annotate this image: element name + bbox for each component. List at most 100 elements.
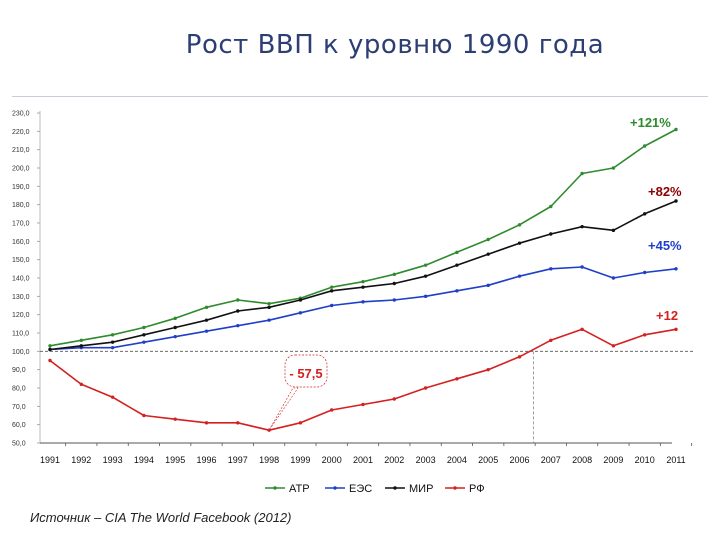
x-tick-label: 1992 [71, 455, 91, 465]
end-annotation: +12 [656, 308, 678, 323]
data-point [580, 171, 584, 176]
data-point [110, 345, 115, 350]
y-tick-label: 200,0 [12, 166, 30, 173]
data-point [142, 325, 146, 330]
data-point [79, 344, 84, 348]
x-tick-label: 2011 [666, 455, 685, 465]
data-point [549, 232, 553, 236]
data-point [611, 166, 616, 170]
data-point [204, 318, 209, 322]
data-point [110, 340, 115, 344]
data-point [392, 272, 396, 277]
y-tick-label: 70,0 [12, 404, 26, 411]
x-tick-label: 2005 [478, 455, 498, 465]
data-point [79, 382, 84, 387]
data-point [298, 311, 303, 315]
series-2 [48, 199, 678, 352]
data-point [267, 301, 271, 306]
series-layer [48, 127, 678, 432]
data-point [423, 386, 428, 390]
data-point [392, 281, 396, 286]
data-point [48, 347, 52, 352]
y-tick-label: 60,0 [12, 422, 26, 429]
y-tick-label: 210,0 [12, 147, 30, 154]
data-point [580, 327, 584, 332]
x-tick-label: 2007 [541, 455, 561, 465]
legend-label: РФ [469, 483, 485, 495]
x-tick-label: 2009 [603, 455, 623, 465]
data-point [392, 397, 396, 401]
legend-label: ЕЭС [349, 483, 372, 495]
y-tick-label: 230,0 [12, 111, 30, 118]
x-tick-label: 1991 [40, 455, 60, 465]
data-point [330, 408, 334, 412]
data-point [298, 298, 303, 302]
data-point [110, 395, 115, 399]
data-point [674, 267, 678, 271]
x-tick-label: 1997 [228, 455, 248, 465]
data-point [486, 237, 490, 242]
legend-label: АТР [289, 483, 310, 495]
data-point [674, 127, 678, 132]
data-point [517, 223, 522, 227]
end-annotation: +45% [648, 238, 682, 253]
data-point [517, 274, 522, 278]
data-point [423, 274, 428, 278]
data-point [486, 283, 490, 288]
x-axis: 1991 1992 1993 1994 1995 1996 1997 1998 1999 2000… [40, 442, 693, 465]
data-point [517, 241, 522, 245]
data-point [173, 316, 177, 321]
x-tick-label: 2004 [447, 455, 467, 465]
data-point [455, 289, 459, 293]
series-line [49, 266, 677, 351]
data-point [361, 285, 365, 289]
series-line [49, 128, 677, 347]
x-tick-label: 1993 [103, 455, 123, 465]
y-tick-label: 220,0 [12, 129, 30, 136]
data-point [204, 421, 209, 425]
data-point [423, 263, 428, 267]
data-point [486, 252, 490, 256]
data-point [486, 367, 490, 372]
data-point [611, 344, 616, 348]
data-point [48, 358, 52, 363]
y-tick-label: 110,0 [12, 331, 29, 338]
y-tick-label: 90,0 [12, 367, 26, 374]
y-tick-label: 50,0 [12, 441, 26, 448]
data-point [549, 267, 553, 271]
y-tick-label: 130,0 [12, 294, 30, 301]
x-tick-label: 2010 [635, 455, 655, 465]
data-point [173, 334, 177, 339]
data-point [580, 265, 584, 269]
series-3 [48, 327, 678, 432]
data-point [298, 421, 303, 425]
data-point [79, 338, 84, 343]
legend-marker [333, 486, 337, 490]
data-point [643, 212, 647, 216]
data-point [674, 327, 678, 332]
data-point [361, 402, 365, 407]
y-tick-label: 180,0 [12, 202, 30, 209]
title-divider [12, 96, 708, 97]
callout-box [284, 354, 328, 388]
data-point [455, 263, 459, 267]
data-point [611, 228, 616, 233]
data-point [236, 298, 240, 302]
legend-item: РФ [445, 483, 485, 495]
x-tick-label: 1995 [165, 455, 185, 465]
legend-marker [453, 486, 457, 490]
data-point [142, 413, 146, 418]
data-point [455, 250, 459, 255]
legend-marker [393, 486, 397, 490]
data-point [580, 224, 584, 229]
data-point [549, 338, 553, 343]
x-tick-label: 2008 [572, 455, 592, 465]
x-tick-label: 2002 [384, 455, 404, 465]
y-axis: 50,0 60,0 70,0 80,0 90,0 100,0 110,0 120,0 130,0… [12, 111, 41, 448]
y-tick-label: 170,0 [12, 221, 30, 228]
data-point [204, 329, 209, 333]
data-point [48, 344, 52, 348]
end-annotations: +121% +82% +45% +12 [630, 115, 682, 323]
x-tick-label: 2003 [416, 455, 436, 465]
